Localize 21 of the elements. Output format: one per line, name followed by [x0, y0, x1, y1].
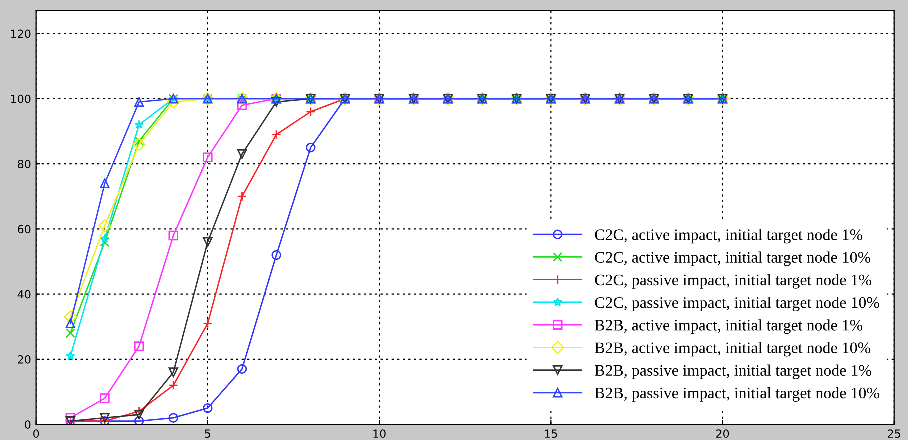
y-tick-label: 100 — [11, 94, 31, 104]
x-tick-label: 15 — [545, 430, 558, 438]
x-tick-label: 0 — [34, 430, 40, 438]
legend-label: C2C, active impact, initial target node 1% — [595, 229, 863, 244]
y-tick-label: 60 — [18, 225, 31, 234]
x-tick-label: 5 — [205, 430, 210, 438]
x-tick-label: 10 — [374, 430, 386, 438]
y-tick-label: 0 — [25, 420, 31, 429]
legend-label: B2B, active impact, initial target node 1% — [595, 320, 863, 334]
y-tick-label: 120 — [11, 30, 31, 38]
y-tick-label: 80 — [18, 160, 31, 168]
legend-label: C2C, active impact, initial target node 10% — [595, 252, 871, 266]
legend-label: C2C, passive impact, initial target node 10% — [595, 296, 880, 312]
legend-label: B2B, active impact, initial target node 10% — [595, 342, 871, 357]
legend-label: B2B, passive impact, initial target node 10% — [595, 387, 880, 402]
x-tick-label: 20 — [716, 430, 730, 438]
y-tick-label: 20 — [18, 355, 31, 364]
x-tick-label: 25 — [888, 430, 900, 438]
legend-label: C2C, passive impact, initial target node 1% — [595, 274, 872, 289]
legend-label: B2B, passive impact, initial target node 1% — [595, 364, 872, 380]
y-tick-label: 40 — [18, 290, 31, 299]
